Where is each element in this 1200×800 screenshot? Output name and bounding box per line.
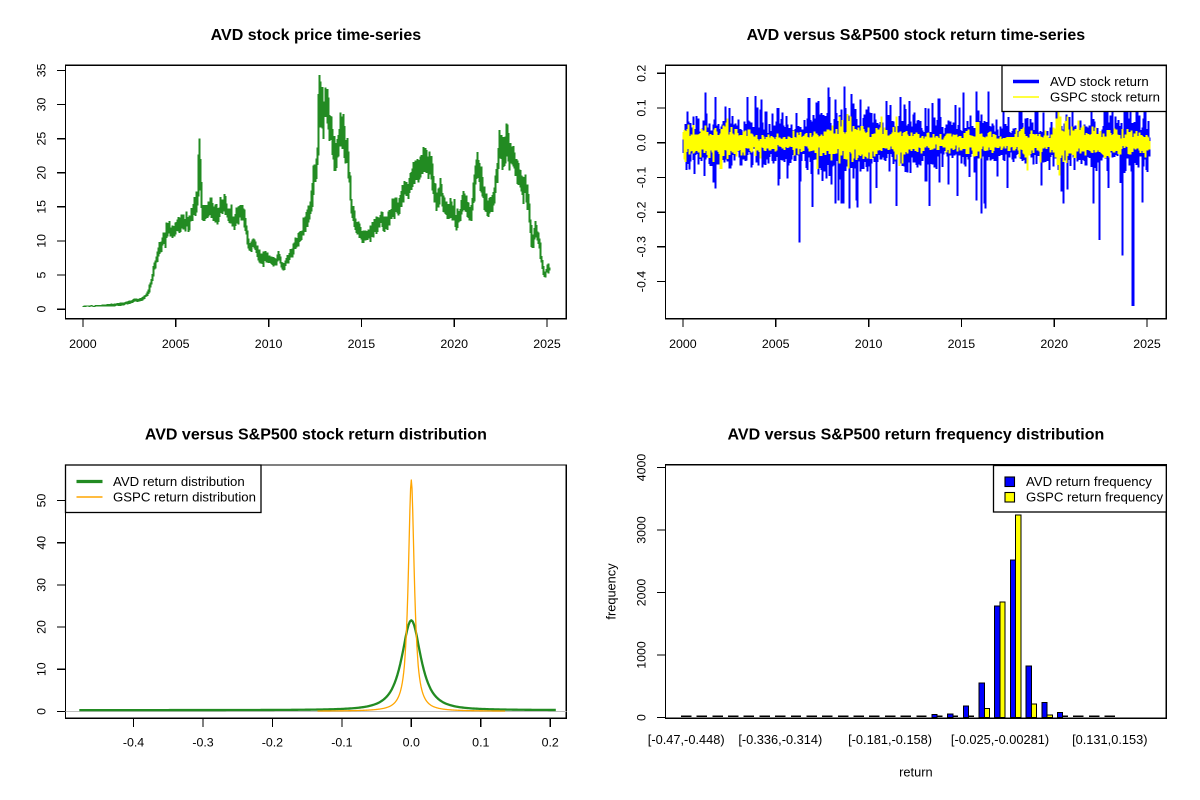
- svg-text:0.2: 0.2: [635, 65, 649, 82]
- svg-text:4000: 4000: [635, 454, 649, 482]
- svg-text:AVD versus S&P500 stock return: AVD versus S&P500 stock return distribut…: [145, 427, 487, 444]
- svg-text:20: 20: [35, 620, 49, 634]
- svg-text:2020: 2020: [440, 337, 468, 351]
- svg-text:GSPC return frequency: GSPC return frequency: [1026, 490, 1163, 505]
- svg-text:-0.3: -0.3: [192, 735, 213, 749]
- svg-text:-0.3: -0.3: [635, 236, 649, 257]
- svg-text:2025: 2025: [533, 337, 561, 351]
- svg-text:3000: 3000: [635, 516, 649, 544]
- svg-text:0.1: 0.1: [472, 735, 489, 749]
- svg-text:0.2: 0.2: [542, 735, 559, 749]
- svg-text:AVD versus S&P500 stock return: AVD versus S&P500 stock return time-seri…: [747, 27, 1086, 44]
- svg-text:0.1: 0.1: [635, 99, 649, 116]
- svg-text:50: 50: [35, 494, 49, 508]
- svg-text:0.0: 0.0: [635, 134, 649, 151]
- svg-text:25: 25: [35, 132, 49, 146]
- svg-text:[-0.181,-0.158): [-0.181,-0.158): [848, 732, 932, 747]
- svg-text:AVD return distribution: AVD return distribution: [113, 474, 245, 489]
- svg-text:2015: 2015: [348, 337, 376, 351]
- svg-text:5: 5: [35, 271, 49, 278]
- svg-text:-0.4: -0.4: [635, 271, 649, 292]
- svg-text:30: 30: [35, 98, 49, 112]
- svg-text:-0.4: -0.4: [123, 735, 144, 749]
- svg-text:1000: 1000: [635, 641, 649, 669]
- svg-text:2010: 2010: [855, 337, 883, 351]
- svg-text:[0.131,0.153): [0.131,0.153): [1072, 732, 1147, 747]
- svg-text:return: return: [899, 764, 932, 779]
- svg-text:35: 35: [35, 63, 49, 77]
- svg-text:2010: 2010: [255, 337, 283, 351]
- svg-text:10: 10: [35, 234, 49, 248]
- svg-text:[-0.336,-0.314): [-0.336,-0.314): [738, 732, 822, 747]
- svg-text:2015: 2015: [948, 337, 976, 351]
- svg-text:0: 0: [35, 306, 49, 313]
- svg-text:15: 15: [35, 200, 49, 214]
- svg-text:2005: 2005: [162, 337, 190, 351]
- svg-text:0: 0: [635, 714, 649, 721]
- svg-text:2000: 2000: [669, 337, 697, 351]
- svg-text:[-0.025,-0.00281): [-0.025,-0.00281): [951, 732, 1049, 747]
- svg-text:0: 0: [35, 708, 49, 715]
- svg-text:0.0: 0.0: [403, 735, 420, 749]
- svg-text:2025: 2025: [1133, 337, 1161, 351]
- svg-text:frequency: frequency: [604, 563, 619, 620]
- svg-text:2000: 2000: [635, 579, 649, 607]
- svg-text:2005: 2005: [762, 337, 790, 351]
- svg-text:2000: 2000: [69, 337, 97, 351]
- svg-text:10: 10: [35, 662, 49, 676]
- svg-text:-0.2: -0.2: [262, 735, 283, 749]
- svg-text:20: 20: [35, 166, 49, 180]
- svg-text:GSPC return distribution: GSPC return distribution: [113, 489, 256, 504]
- svg-text:-0.1: -0.1: [331, 735, 352, 749]
- svg-text:30: 30: [35, 578, 49, 592]
- svg-text:GSPC stock return: GSPC stock return: [1050, 89, 1160, 104]
- svg-text:2020: 2020: [1040, 337, 1068, 351]
- svg-text:-0.2: -0.2: [635, 201, 649, 222]
- svg-text:AVD versus S&P500 return frequ: AVD versus S&P500 return frequency distr…: [728, 426, 1105, 443]
- svg-text:AVD stock price time-series: AVD stock price time-series: [211, 27, 422, 44]
- svg-text:-0.1: -0.1: [635, 167, 649, 188]
- svg-text:AVD stock return: AVD stock return: [1050, 74, 1149, 89]
- svg-text:[-0.47,-0.448): [-0.47,-0.448): [648, 732, 725, 747]
- svg-text:AVD return frequency: AVD return frequency: [1026, 474, 1152, 489]
- svg-text:40: 40: [35, 536, 49, 550]
